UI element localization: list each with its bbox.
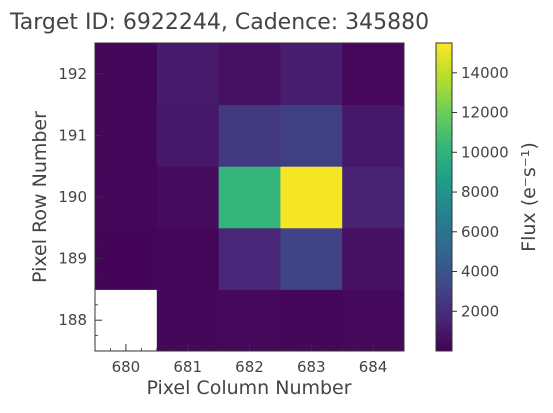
colorbar-tick-label: 8000 [461, 183, 499, 201]
chart-title: Target ID: 6922244, Cadence: 345880 [9, 10, 429, 35]
colorbar-label: Flux (e⁻s⁻¹) [518, 142, 540, 252]
x-tick-label: 682 [235, 358, 264, 376]
colorbar-tick-label: 2000 [461, 302, 499, 320]
heatmap-cell [156, 104, 220, 167]
x-axis-label: Pixel Column Number [146, 377, 351, 399]
colorbar-ticks: 2000 4000 6000 8000 10000 12000 14000 [452, 64, 509, 320]
heatmap-cell [342, 104, 405, 167]
x-tick-label: 683 [297, 358, 326, 376]
heatmap-cell [218, 104, 281, 167]
heatmap-cell [218, 166, 281, 229]
y-axis: 188 189 190 191 192 [58, 42, 102, 352]
y-tick-label: 188 [58, 311, 87, 329]
heatmap-cell [95, 166, 158, 229]
heatmap-cell [95, 289, 158, 352]
heatmap-cell [95, 227, 158, 290]
x-axis: 680 681 682 683 684 [94, 344, 405, 376]
heatmap-cell [95, 104, 158, 167]
colorbar [435, 42, 453, 352]
heatmap-cell [218, 227, 281, 290]
colorbar-tick-label: 6000 [461, 223, 499, 241]
heatmap-cell [342, 227, 405, 290]
heatmap-cells [95, 43, 405, 352]
heatmap-cell [342, 289, 405, 352]
y-tick-label: 191 [58, 126, 87, 144]
x-tick-label: 680 [112, 358, 141, 376]
y-tick-label: 192 [58, 65, 87, 83]
heatmap-cell [280, 43, 343, 106]
y-tick-label: 190 [58, 188, 87, 206]
colorbar-tick-label: 4000 [461, 263, 499, 281]
heatmap-cell [280, 289, 343, 352]
heatmap-cell [280, 166, 343, 229]
heatmap-cell [342, 166, 405, 229]
heatmap-cell [342, 43, 405, 106]
heatmap-cell [156, 166, 220, 229]
colorbar-tick-label: 12000 [461, 104, 509, 122]
x-tick-label: 681 [173, 358, 202, 376]
heatmap-cell [156, 43, 220, 106]
heatmap-cell [218, 289, 281, 352]
y-tick-label: 189 [58, 250, 87, 268]
heatmap-cell [280, 104, 343, 167]
x-tick-label: 684 [359, 358, 388, 376]
heatmap-cell [156, 289, 220, 352]
heatmap-cell [95, 43, 158, 106]
colorbar-tick-label: 10000 [461, 143, 509, 161]
y-axis-label: Pixel Row Number [29, 111, 51, 283]
heatmap-cell [218, 43, 281, 106]
colorbar-tick-label: 14000 [461, 64, 509, 82]
heatmap-cell [156, 227, 220, 290]
heatmap-cell [280, 227, 343, 290]
